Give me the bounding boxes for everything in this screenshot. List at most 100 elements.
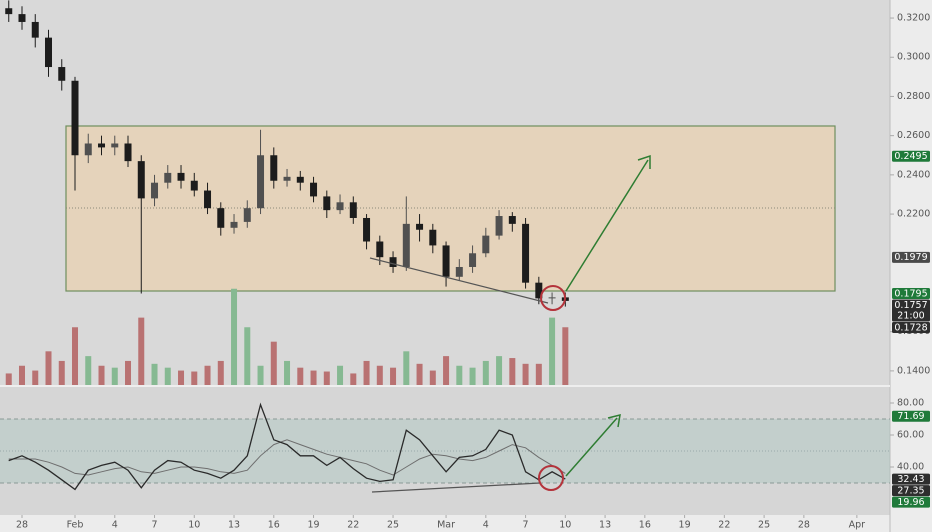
volume-bar	[217, 360, 224, 385]
volume-bar	[45, 351, 52, 385]
candle-body	[111, 143, 119, 148]
candle-body	[495, 216, 503, 236]
x-tick-label: 10	[559, 520, 571, 531]
price-marker: 32.43	[892, 473, 930, 485]
rsi-line	[8, 439, 566, 476]
x-tick-label: 7	[523, 520, 529, 531]
x-tick-label: 7	[151, 520, 157, 531]
candle-body	[257, 155, 265, 209]
volume-bar	[443, 356, 450, 385]
y-tick-label: 0.1400	[897, 365, 930, 376]
marker-box	[892, 299, 930, 322]
candle-body	[124, 143, 132, 162]
candle-body	[522, 223, 530, 283]
x-tick-label: 22	[347, 520, 359, 531]
volume-bar	[456, 365, 463, 385]
volume-bar	[72, 327, 79, 385]
x-tick-label: 25	[387, 520, 399, 531]
volume-bar	[363, 360, 370, 385]
candle-body	[243, 208, 251, 222]
candle-body	[84, 143, 92, 156]
volume-bar	[32, 370, 39, 385]
candle-body	[416, 223, 424, 230]
x-tick-label: 16	[639, 520, 651, 531]
y-tick-label: 0.3000	[897, 52, 930, 63]
annotations	[369, 154, 651, 493]
volume-bar	[85, 356, 92, 385]
x-tick-label: Feb	[67, 520, 84, 531]
marker-box	[892, 150, 930, 162]
candle-body	[71, 80, 79, 156]
marker-box	[892, 287, 930, 299]
volume-bar	[416, 363, 423, 385]
marker-label: 27.35	[897, 485, 924, 496]
candle-body	[204, 190, 212, 209]
x-tick-label: 22	[718, 520, 730, 531]
axis-layer: 0.14000.16000.22000.24000.26000.28000.30…	[16, 13, 930, 531]
candle-body	[336, 202, 344, 211]
price-marker: 19.96	[892, 496, 930, 508]
candle-body	[137, 161, 145, 199]
trendline	[369, 257, 549, 304]
marker-box	[892, 410, 930, 422]
x-tick-label: 16	[268, 520, 280, 531]
candle-body	[270, 155, 278, 181]
volume-bar	[98, 365, 105, 385]
candle-body	[177, 172, 185, 181]
candle-body	[31, 21, 39, 38]
volume-bar	[18, 365, 25, 385]
y-tick-label: 0.2400	[897, 169, 930, 180]
volume-bar	[270, 341, 277, 385]
y-tick-label: 40.00	[897, 462, 924, 473]
volume-bar	[284, 360, 291, 385]
volume-bar	[138, 317, 145, 385]
candle-body	[482, 235, 490, 254]
volume-bar	[350, 373, 357, 385]
candle-body	[296, 176, 304, 183]
volume-bar	[535, 363, 542, 385]
candle-body	[363, 217, 371, 242]
x-tick-label: 19	[679, 520, 691, 531]
x-tick-label: 4	[483, 520, 489, 531]
candle-body	[389, 257, 397, 267]
y-tick-label: 0.2800	[897, 91, 930, 102]
candle-body	[535, 282, 543, 299]
x-tick-label: 25	[758, 520, 770, 531]
volume-bar	[429, 370, 436, 385]
candle-body	[548, 297, 556, 299]
volume-bar	[257, 365, 264, 385]
volume-bar	[549, 317, 556, 385]
candle-body	[455, 266, 463, 277]
volume-bar	[337, 365, 344, 385]
marker-box	[892, 496, 930, 508]
marker-label: 0.1795	[894, 288, 927, 299]
y-tick-label: 60.00	[897, 430, 924, 441]
marker-label: 19.96	[897, 497, 924, 508]
x-tick-label: Apr	[849, 520, 866, 531]
marker-label: 0.1979	[894, 252, 927, 263]
x-tick-label: 28	[798, 520, 810, 531]
volume-bar	[164, 367, 171, 385]
y-tick-label: 0.2200	[897, 209, 930, 220]
candle-body	[45, 37, 53, 68]
volume-bar	[376, 365, 383, 385]
volume-bar	[5, 373, 12, 385]
volume-bar	[191, 371, 198, 385]
volume-bar	[562, 327, 569, 385]
rsi-line	[8, 402, 566, 491]
price-marker: 0.1979	[892, 251, 930, 263]
rsi-highlight-circle	[538, 465, 564, 491]
price-pane	[0, 0, 890, 385]
marker-box	[892, 473, 930, 485]
candle-body	[98, 143, 106, 148]
volume-bar	[482, 360, 489, 385]
x-tick-label: 4	[112, 520, 118, 531]
candle-body	[323, 196, 331, 211]
volume-bar	[204, 365, 211, 385]
volume-bar	[509, 358, 516, 385]
y-tick-label: 0.2600	[897, 130, 930, 141]
price-marker: 27.35	[892, 485, 930, 496]
volume-bar	[111, 367, 118, 385]
highlight-circle	[540, 285, 566, 311]
y-tick-label: 80.00	[897, 398, 924, 409]
